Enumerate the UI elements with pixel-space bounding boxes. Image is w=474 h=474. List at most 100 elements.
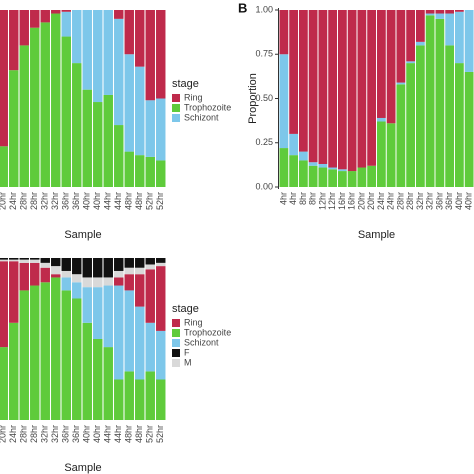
x-tick-label: 20hr xyxy=(366,192,376,210)
x-tick-label: 24hr xyxy=(376,192,386,210)
bar-segment xyxy=(82,10,92,90)
bar-segment xyxy=(357,10,367,168)
bar-segment xyxy=(145,100,155,157)
bar-segment xyxy=(156,330,166,380)
y-tick-label: 1.00 xyxy=(255,4,273,14)
bar-segment xyxy=(386,123,396,187)
bar-segment xyxy=(386,10,396,124)
bar-segment xyxy=(415,41,425,46)
x-tick-label: 28hr xyxy=(405,192,415,210)
legend-swatch xyxy=(172,114,180,122)
x-axis-label: Sample xyxy=(64,229,101,241)
bar-segment xyxy=(61,36,71,187)
legend-title: stage xyxy=(172,303,199,315)
x-tick-label: 48hr xyxy=(134,425,144,443)
legend-label: Trophozoite xyxy=(184,327,231,337)
bar-segment xyxy=(0,258,8,260)
bar-segment xyxy=(72,258,82,275)
bar-segment xyxy=(51,274,61,278)
bar-segment xyxy=(82,277,92,288)
x-tick-label: 36hr xyxy=(61,425,71,443)
legend-label: Schizont xyxy=(184,337,219,347)
y-tick-label: 0.75 xyxy=(255,49,273,59)
bar-segment xyxy=(396,84,406,187)
bar-segment xyxy=(103,94,113,187)
bar-segment xyxy=(124,54,134,152)
x-tick-label: 48hr xyxy=(124,192,134,210)
bar-segment xyxy=(347,171,357,187)
bar-segment xyxy=(367,165,377,187)
bar-segment xyxy=(51,277,61,420)
bar-segment xyxy=(9,258,19,260)
bar-segment xyxy=(114,18,124,126)
bar-segment xyxy=(156,262,166,267)
bar-segment xyxy=(72,298,82,420)
x-tick-label: 12hr xyxy=(327,192,337,210)
bar-segment xyxy=(51,266,61,275)
bar-segment xyxy=(135,258,145,268)
bar-segment xyxy=(9,261,19,323)
x-tick-label: 16hr xyxy=(347,192,357,210)
bar-segment xyxy=(40,10,50,23)
bar-segment xyxy=(93,339,103,420)
bar-segment xyxy=(454,11,464,64)
x-tick-label: 40hr xyxy=(454,192,464,210)
x-tick-label: 48hr xyxy=(124,425,134,443)
bar-segment xyxy=(435,10,445,14)
bar-segment xyxy=(30,27,40,188)
x-tick-label: 12hr xyxy=(317,192,327,210)
legend-title: stage xyxy=(172,78,199,90)
legend-swatch xyxy=(172,94,180,102)
bar-segment xyxy=(406,63,416,187)
x-tick-label: 32hr xyxy=(40,425,50,443)
x-tick-label: 28hr xyxy=(395,192,405,210)
bar-segment xyxy=(72,63,82,187)
bar-segment xyxy=(145,371,155,420)
bar-segment xyxy=(9,10,19,71)
x-tick-label: 24hr xyxy=(8,192,18,210)
bar-segment xyxy=(318,167,328,187)
bar-segment xyxy=(19,10,29,46)
bar-segment xyxy=(445,10,455,14)
x-tick-label: 40hr xyxy=(82,425,92,443)
bar-segment xyxy=(425,10,435,14)
legend-swatch xyxy=(172,339,180,347)
bar-segment xyxy=(337,10,347,170)
x-tick-label: 32hr xyxy=(415,192,425,210)
bar-segment xyxy=(0,259,8,262)
bar-segment xyxy=(61,11,71,37)
bar-segment xyxy=(124,274,134,291)
bar-segment xyxy=(145,10,155,101)
bar-segment xyxy=(328,169,338,187)
x-tick-label: 20hr xyxy=(356,192,366,210)
legend-label: M xyxy=(184,357,192,367)
bar-segment xyxy=(93,10,103,103)
x-tick-label: 36hr xyxy=(71,425,81,443)
x-tick-label: 32hr xyxy=(425,192,435,210)
bar-segment xyxy=(114,277,124,286)
x-tick-label: 28hr xyxy=(19,192,29,210)
x-tick-label: 24hr xyxy=(8,425,18,443)
bar-segment xyxy=(406,10,416,62)
bar-segment xyxy=(82,89,92,187)
bar-segment xyxy=(376,10,386,118)
bar-segment xyxy=(19,45,29,188)
bar-segment xyxy=(114,258,124,271)
x-tick-label: 44hr xyxy=(103,192,113,210)
x-tick-label: 52hr xyxy=(155,425,165,443)
bar-segment xyxy=(114,285,124,380)
legend-swatch xyxy=(172,349,180,357)
y-tick-label: 0.50 xyxy=(255,93,273,103)
x-tick-label: 52hr xyxy=(145,192,155,210)
bar-segment xyxy=(435,18,445,187)
bar-segment xyxy=(367,10,377,166)
bar-segment xyxy=(51,258,61,267)
bar-segment xyxy=(40,282,50,420)
x-tick-label: 4hr xyxy=(288,192,298,205)
x-tick-label: 32hr xyxy=(50,192,60,210)
bar-segment xyxy=(308,162,318,166)
bar-segment xyxy=(124,258,134,268)
bar-segment xyxy=(124,267,134,275)
bar-segment xyxy=(93,287,103,339)
